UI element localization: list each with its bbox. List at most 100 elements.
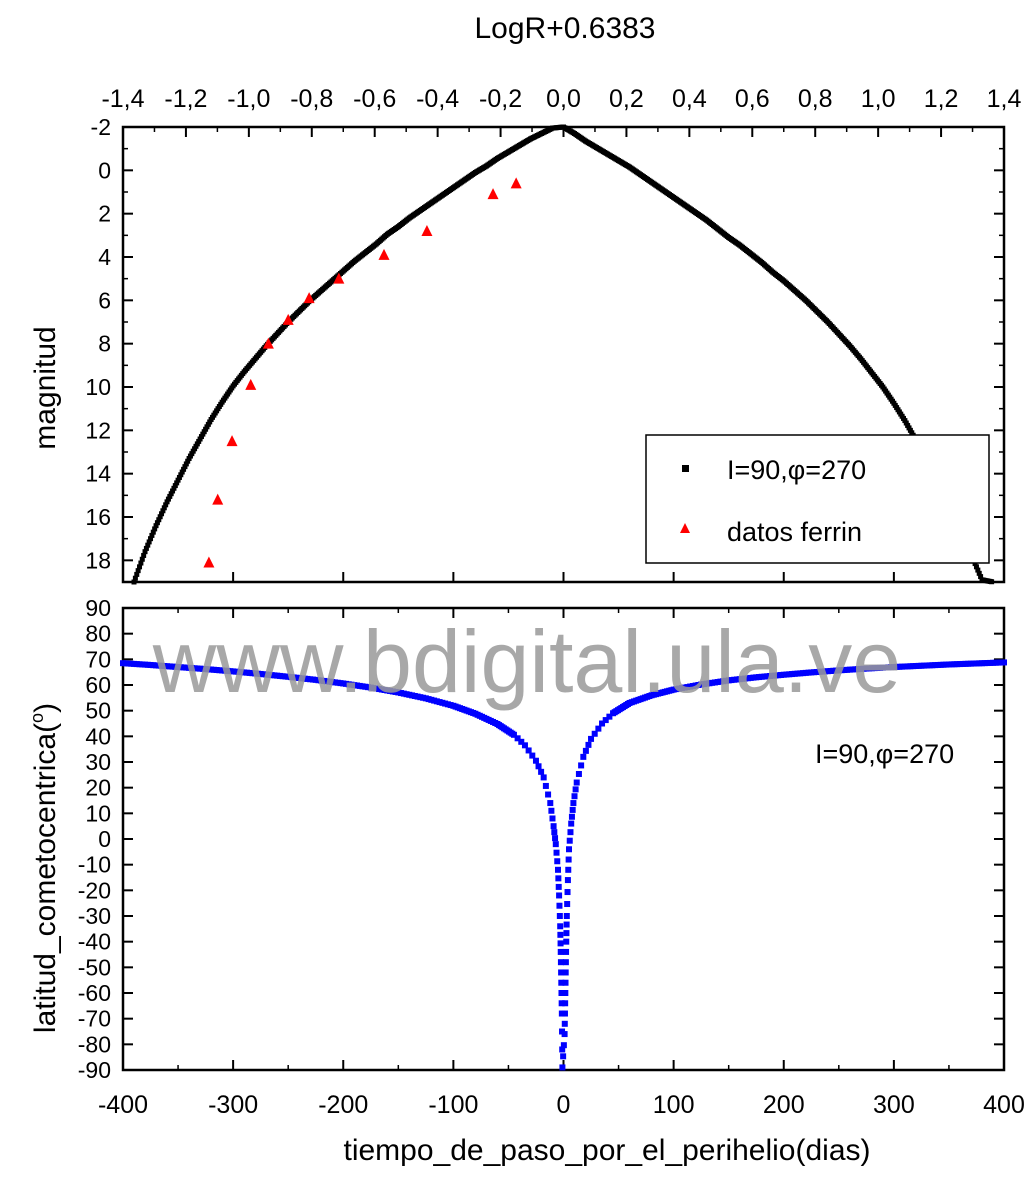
bottom-y-tick-label: 70 xyxy=(85,646,111,672)
model-point xyxy=(165,496,171,502)
bottom-y-tick-label: -50 xyxy=(78,954,111,980)
top-y-tick-label: 16 xyxy=(85,504,111,530)
latitude-point xyxy=(582,747,589,754)
x-tick-label: 100 xyxy=(653,1091,695,1119)
latitude-point xyxy=(563,930,570,937)
model-point xyxy=(163,502,169,508)
latitude-point xyxy=(588,735,595,742)
model-point xyxy=(146,539,152,545)
latitude-point xyxy=(572,786,579,793)
top-y-tick-label: 0 xyxy=(98,157,111,183)
latitude-point xyxy=(559,1064,566,1071)
latitude-point xyxy=(532,757,539,764)
bottom-y-axis-label: latitud_cometocentrica(o) xyxy=(27,703,62,1033)
model-point xyxy=(975,567,981,573)
model-point xyxy=(153,523,159,529)
legend-marker-ferrin xyxy=(680,523,690,533)
latitude-point xyxy=(529,752,536,759)
model-point xyxy=(139,556,145,562)
latitude-point xyxy=(549,815,556,822)
model-point xyxy=(154,520,160,526)
latitude-point xyxy=(542,782,549,789)
bottom-y-tick-label: 0 xyxy=(98,826,111,852)
top-axis-tick-label: -1,0 xyxy=(227,85,270,113)
top-axis-tick-label: 1,4 xyxy=(987,85,1022,113)
top-y-tick-label: 14 xyxy=(85,461,111,487)
bottom-y-tick-label: 20 xyxy=(85,775,111,801)
legend-label-ferrin: datos ferrin xyxy=(727,517,862,547)
latitude-point xyxy=(557,948,564,955)
top-axis-title: LogR+0.6383 xyxy=(475,12,656,45)
model-point xyxy=(148,536,154,542)
ferrin-data-point xyxy=(510,177,522,189)
ferrin-data-point xyxy=(245,378,257,390)
model-point xyxy=(141,552,147,558)
model-point xyxy=(145,542,151,548)
x-tick-label: -400 xyxy=(98,1091,148,1119)
bottom-y-tick-label: -10 xyxy=(78,852,111,878)
latitude-point xyxy=(554,858,561,865)
latitude-point xyxy=(560,1042,567,1049)
latitude-point xyxy=(569,806,576,813)
latitude-point xyxy=(1001,659,1007,666)
bottom-panel-annotation: I=90,φ=270 xyxy=(815,739,954,769)
top-y-tick-label: 2 xyxy=(98,201,111,227)
latitude-point xyxy=(559,1046,566,1053)
model-point xyxy=(137,564,143,570)
latitude-point xyxy=(580,753,587,760)
model-point xyxy=(973,564,979,570)
top-axis-tick-label: 0,8 xyxy=(798,85,833,113)
latitude-point xyxy=(538,768,545,775)
latitude-point xyxy=(564,901,571,908)
latitude-point xyxy=(563,921,570,928)
top-axis-tick-label: -1,2 xyxy=(164,85,207,113)
ferrin-data-point xyxy=(303,292,315,304)
latitude-point xyxy=(562,959,569,966)
ferrin-data-point xyxy=(487,188,499,200)
latitude-point xyxy=(510,731,517,738)
top-y-axis-label: magnitud xyxy=(29,326,62,449)
ferrin-data-point xyxy=(226,435,238,447)
bottom-y-tick-label: 80 xyxy=(85,621,111,647)
latitude-point xyxy=(606,713,613,720)
top-axis-tick-label: -1,4 xyxy=(101,85,144,113)
latitude-point xyxy=(565,856,572,863)
latitude-point xyxy=(575,770,582,777)
latitude-point xyxy=(518,738,525,745)
top-y-tick-label: 8 xyxy=(98,331,111,357)
model-point xyxy=(164,499,170,505)
top-axis-tick-label: 1,0 xyxy=(861,85,896,113)
model-point xyxy=(131,579,137,585)
model-point xyxy=(152,526,158,532)
latitude-point xyxy=(562,979,569,986)
bottom-y-tick-label: 10 xyxy=(85,800,111,826)
model-point xyxy=(132,575,138,581)
model-point xyxy=(170,488,176,494)
latitude-point xyxy=(561,1020,568,1027)
latitude-point xyxy=(568,820,575,827)
top-panel-ticks: -1,4 -1,2 -1,0 -0,8 -0,6 -0,4 -0,2 0,0 0,2 0,4 0,6… xyxy=(85,85,1022,583)
top-axis-tick-label: 0,4 xyxy=(672,85,707,113)
latitude-point xyxy=(567,829,574,836)
latitude-point xyxy=(558,979,565,986)
ferrin-data-point xyxy=(333,272,345,284)
latitude-point xyxy=(557,959,564,966)
top-y-tick-label: 12 xyxy=(85,417,111,443)
model-point xyxy=(149,532,155,538)
latitude-point xyxy=(563,948,570,955)
ferrin-data-point xyxy=(421,225,433,236)
bottom-y-tick-label: 60 xyxy=(85,672,111,698)
latitude-point xyxy=(557,940,564,947)
bottom-y-tick-label: -70 xyxy=(78,1006,111,1032)
latitude-point xyxy=(555,883,562,890)
latitude-point xyxy=(566,837,573,844)
bottom-y-tick-label: 30 xyxy=(85,749,111,775)
latitude-point xyxy=(521,742,528,749)
top-axis-tick-label: -0,8 xyxy=(290,85,333,113)
model-point xyxy=(168,491,174,497)
model-point xyxy=(138,560,144,566)
top-axis-tick-label: 0,2 xyxy=(609,85,644,113)
ferrin-data-point xyxy=(378,248,390,260)
model-point xyxy=(150,529,156,535)
